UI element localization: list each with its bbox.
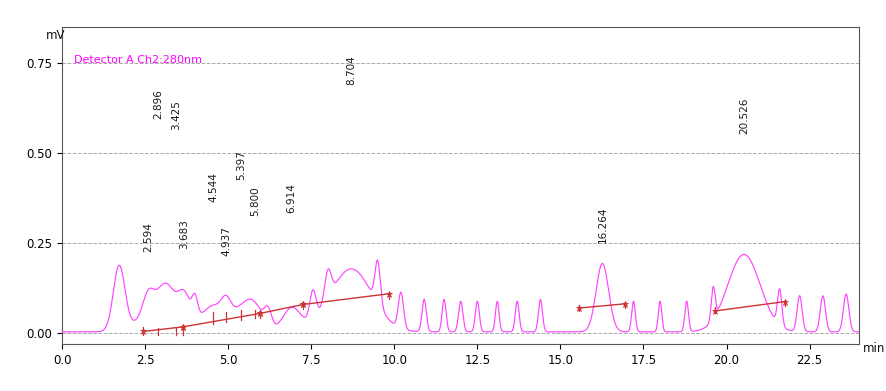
Text: mV: mV xyxy=(45,29,65,42)
Text: 4.544: 4.544 xyxy=(208,172,218,202)
Text: 3.425: 3.425 xyxy=(171,100,181,130)
Text: 6.914: 6.914 xyxy=(287,183,297,213)
Text: 2.594: 2.594 xyxy=(144,222,153,252)
Text: 2.896: 2.896 xyxy=(153,89,163,119)
Text: 5.800: 5.800 xyxy=(250,187,260,216)
Text: 5.397: 5.397 xyxy=(237,151,246,180)
Text: 4.937: 4.937 xyxy=(221,226,231,256)
Text: 3.683: 3.683 xyxy=(179,219,190,249)
Text: Detector A Ch2:280nm: Detector A Ch2:280nm xyxy=(74,55,202,65)
Text: min: min xyxy=(863,342,885,355)
Text: 8.704: 8.704 xyxy=(346,55,356,85)
Text: 20.526: 20.526 xyxy=(739,97,749,134)
Text: 16.264: 16.264 xyxy=(597,207,608,243)
